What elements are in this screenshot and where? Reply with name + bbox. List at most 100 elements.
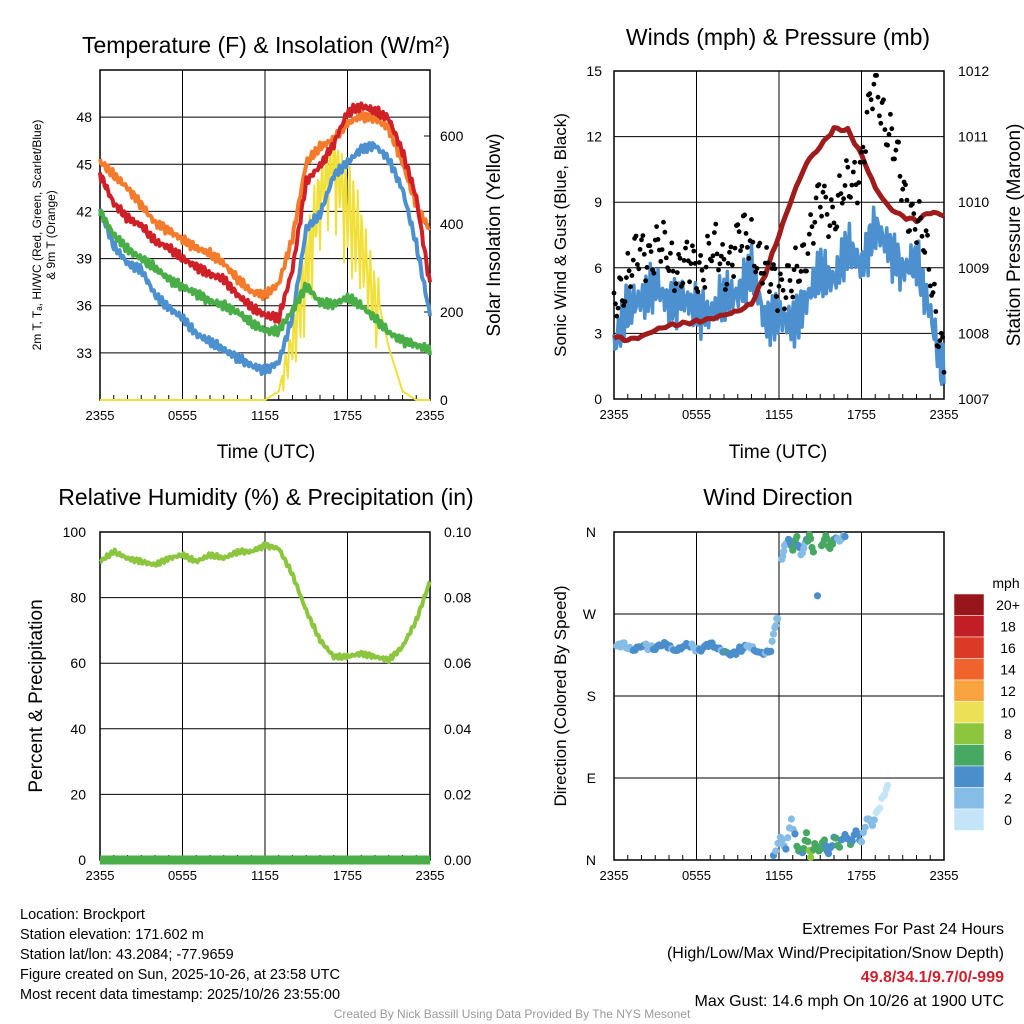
direction-point	[772, 622, 780, 630]
gust-point	[940, 334, 945, 340]
gust-point	[912, 227, 918, 232]
gust-point	[702, 285, 708, 290]
gust-point	[772, 266, 778, 272]
direction-point	[800, 544, 808, 552]
gust-point	[662, 229, 668, 235]
gust-point	[822, 183, 827, 189]
y-right-tick-label: 1012	[958, 63, 989, 79]
direction-point	[787, 815, 796, 823]
gust-point	[922, 250, 928, 255]
gust-point	[848, 194, 853, 200]
direction-point	[861, 823, 869, 831]
x-tick-label: 1155	[765, 868, 793, 883]
station-latlon: Station lat/lon: 43.2084; -77.9659	[20, 947, 234, 963]
direction-point	[780, 547, 788, 556]
extremes-title: Extremes For Past 24 Hours	[802, 921, 1004, 938]
y-left-tick-label: 6	[594, 260, 602, 276]
gust-point	[633, 233, 639, 239]
gust-point	[654, 224, 659, 230]
direction-point	[848, 837, 856, 845]
dir-chart: 2355 0555 1155 1755 2355 N E S W N	[583, 524, 959, 883]
gust-point	[757, 240, 763, 246]
extremes-values: 49.8/34.1/9.7/0/-999	[860, 969, 1004, 986]
legend-label: 0	[1004, 812, 1012, 828]
gust-point	[927, 283, 933, 289]
wind-chart: 2355 0555 1155 1755 235503691215100710081009…	[586, 63, 989, 422]
gust-point	[630, 257, 636, 263]
gust-point	[863, 149, 868, 155]
gust-point	[706, 240, 712, 246]
gust-point	[819, 213, 824, 219]
gust-point	[668, 250, 673, 256]
gust-point	[611, 290, 617, 296]
gust-point	[838, 191, 844, 197]
x-tick-label: 2355	[86, 868, 115, 883]
gust-point	[861, 159, 867, 165]
gust-point	[793, 245, 798, 251]
direction-point	[859, 829, 867, 837]
y-right-tick-label: 1007	[958, 391, 989, 407]
gust-point	[893, 147, 899, 153]
gust-point	[644, 265, 650, 270]
direction-point	[828, 842, 836, 850]
gust-point	[695, 289, 701, 295]
gust-point	[613, 301, 618, 307]
gust-point	[742, 212, 747, 218]
gust-point	[614, 313, 620, 319]
direction-point	[769, 630, 778, 638]
station-elevation: Station elevation: 171.602 m	[20, 927, 204, 943]
gust-point	[806, 231, 812, 237]
direction-point	[835, 843, 844, 851]
direction-point	[824, 850, 833, 858]
gust-point	[918, 215, 923, 221]
gust-point	[720, 242, 725, 247]
gust-point	[754, 266, 760, 271]
gust-point	[938, 330, 944, 336]
gust-point	[673, 281, 679, 287]
gust-point	[761, 270, 767, 276]
gust-point	[683, 245, 688, 251]
legend-label: 16	[1000, 640, 1016, 656]
direction-point	[807, 853, 815, 861]
y-left-tick-label: 3	[594, 325, 602, 341]
gust-point	[615, 305, 621, 311]
gust-point	[897, 173, 903, 179]
direction-point	[802, 829, 811, 837]
gust-point	[717, 261, 723, 267]
direction-point	[782, 845, 790, 853]
gust-point	[723, 287, 728, 292]
gust-point	[811, 241, 816, 246]
direction-point	[884, 781, 892, 789]
y-left-tick-label: 48	[76, 109, 92, 125]
gust-point	[663, 255, 669, 261]
direction-point	[767, 647, 775, 656]
gust-point	[705, 233, 710, 239]
legend-label: 4	[1004, 769, 1012, 785]
gust-point	[808, 212, 813, 218]
wind-ylabel-left: Sonic Wind & Gust (Blue, Black)	[551, 113, 570, 357]
gust-point	[888, 111, 893, 117]
gust-point	[915, 218, 921, 224]
gust-point	[773, 294, 779, 299]
gust-point	[626, 268, 632, 274]
x-tick-label: 0555	[682, 868, 711, 883]
gust-point	[666, 268, 672, 274]
rh-ylabel-left: Percent & Precipitation	[26, 599, 47, 792]
legend-label: 2	[1004, 790, 1012, 806]
speed-legend: 20+ 18 16 14 12 10 8 6 4 2 0	[953, 593, 1020, 831]
temp-ylabel-left-1: 2m T, Tₐ, HI/WC (Red, Green, Scarlet/Blu…	[30, 120, 44, 351]
direction-point	[857, 838, 866, 846]
gust-point	[618, 276, 624, 282]
gust-point	[709, 258, 714, 264]
gust-point	[852, 159, 857, 165]
direction-point	[854, 830, 862, 838]
gust-point	[746, 256, 752, 261]
gust-point	[635, 262, 640, 267]
y-left-tick-label: 80	[70, 590, 86, 606]
gust-point	[703, 264, 709, 270]
gust-point	[768, 282, 774, 287]
legend-swatch	[953, 701, 985, 724]
legend-label: 14	[1000, 661, 1016, 677]
y-left-tick-label: 0	[594, 391, 602, 407]
gust-point	[817, 204, 823, 210]
